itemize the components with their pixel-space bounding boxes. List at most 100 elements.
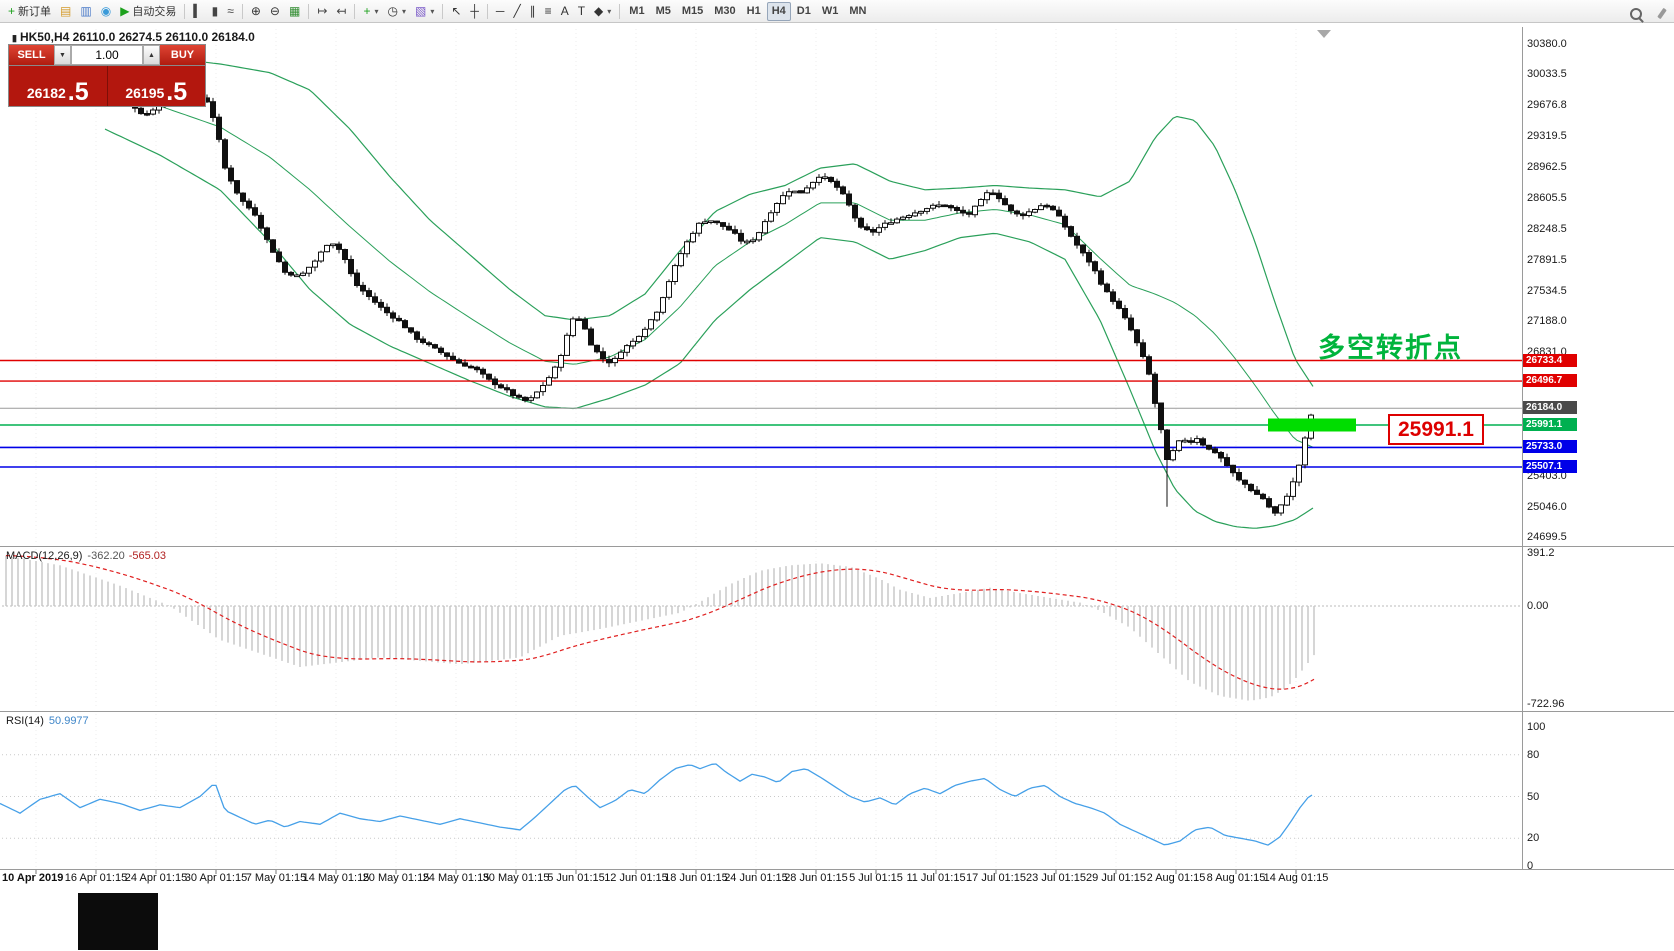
buy-price-display[interactable]: 26195 .5 <box>106 66 205 106</box>
rsi-value: 50.9977 <box>48 715 89 727</box>
price-tag-26184.0[interactable]: 26184.0 <box>1523 401 1577 414</box>
time-axis-label[interactable]: 2 Aug 01:15 <box>1146 872 1206 884</box>
bb-lower-band <box>104 128 1314 529</box>
trendline-tool-button[interactable]: ╱ <box>509 2 524 21</box>
periods-button[interactable]: ◷ ▾ <box>383 2 410 21</box>
fibonacci-tool-button[interactable]: ≡ <box>541 2 556 21</box>
crosshair-button-icon: ┼ <box>470 4 479 18</box>
time-axis-label[interactable]: 28 Jun 01:15 <box>784 872 848 884</box>
timeframe-m5-button-label: M5 <box>655 5 671 17</box>
price-tag-26496.7[interactable]: 26496.7 <box>1523 374 1577 387</box>
search-button[interactable] <box>1626 3 1646 24</box>
indicators-button[interactable]: + ▾ <box>359 2 382 21</box>
time-axis-label[interactable]: 20 May 01:15 <box>362 872 430 884</box>
time-axis-label[interactable]: 23 Jul 01:15 <box>1026 872 1086 884</box>
price-tag-26733.4[interactable]: 26733.4 <box>1523 354 1577 367</box>
zoom-out-button[interactable]: ⊖ <box>266 2 284 21</box>
price-tag-25991.1[interactable]: 25991.1 <box>1523 418 1577 431</box>
crosshair-button[interactable]: ┼ <box>466 2 483 21</box>
volume-increase-button[interactable]: ▲ <box>143 45 160 65</box>
time-axis-label[interactable]: 11 Jul 01:15 <box>906 872 966 884</box>
bar-chart-button[interactable]: ▍ <box>189 2 206 21</box>
time-axis-label[interactable]: 8 Aug 01:15 <box>1206 872 1266 884</box>
macd-axis-label: 391.2 <box>1527 547 1555 559</box>
channel-tool-button[interactable]: ∥ <box>526 2 540 21</box>
market-watch-button[interactable]: ▥ <box>76 2 95 21</box>
zoom-in-button[interactable]: ⊕ <box>247 2 265 21</box>
profiles-button[interactable]: ▤ <box>56 2 75 21</box>
navigator-button[interactable]: ◉ <box>97 2 115 21</box>
time-axis-label[interactable]: 24 May 01:15 <box>422 872 490 884</box>
indicators-button-caret[interactable]: ▾ <box>374 6 379 16</box>
shapes-tool-button-caret[interactable]: ▾ <box>607 6 612 16</box>
volume-input[interactable]: 1.00 <box>71 45 143 65</box>
hline-tool-button[interactable]: ─ <box>492 2 509 21</box>
toolbar-separator <box>241 3 243 19</box>
timeframe-m30-button-label: M30 <box>714 5 736 17</box>
price-axis-label: 29319.5 <box>1527 130 1567 142</box>
time-axis-label[interactable]: 10 Apr 2019 <box>2 872 64 884</box>
level-highlight-segment[interactable] <box>1268 418 1356 432</box>
periods-button-caret[interactable]: ▾ <box>401 6 406 16</box>
timeframe-d1-button[interactable]: D1 <box>792 2 816 21</box>
text-tool-button[interactable]: A <box>557 2 573 21</box>
buy-price-frac: .5 <box>166 78 188 106</box>
tile-windows-button[interactable]: ▦ <box>285 2 304 21</box>
timeframe-mn-button[interactable]: MN <box>844 2 871 21</box>
new-order-button[interactable]: + 新订单 <box>4 2 55 21</box>
autotrading-button[interactable]: ▶ 自动交易 <box>116 2 180 21</box>
autotrading-button-label: 自动交易 <box>132 6 177 18</box>
chart-canvas[interactable] <box>0 27 1674 951</box>
sell-button[interactable]: SELL <box>9 45 54 65</box>
buy-button[interactable]: BUY <box>160 45 205 65</box>
price-tag-25733.0[interactable]: 25733.0 <box>1523 440 1577 453</box>
time-axis-label[interactable]: 18 Jun 01:15 <box>664 872 728 884</box>
trade-prices-row: 26182 .5 26195 .5 <box>9 65 205 106</box>
time-axis-label[interactable]: 30 May 01:15 <box>482 872 550 884</box>
time-axis-label[interactable]: 24 Apr 01:15 <box>124 872 188 884</box>
label-tool-button[interactable]: T <box>574 2 589 21</box>
timeframe-m30-button[interactable]: M30 <box>709 2 740 21</box>
line-chart-button-icon: ≈ <box>227 4 234 18</box>
candlestick-chart-button[interactable]: ▮ <box>208 2 223 21</box>
time-axis-label[interactable]: 5 Jul 01:15 <box>849 872 903 884</box>
level-price-callout: 25991.1 <box>1388 414 1484 445</box>
time-axis-label[interactable]: 30 Apr 01:15 <box>184 872 248 884</box>
sell-price-display[interactable]: 26182 .5 <box>9 66 107 106</box>
price-axis-label: 25403.0 <box>1527 470 1567 482</box>
text-tool-button-icon: A <box>560 4 569 18</box>
timeframe-m15-button[interactable]: M15 <box>677 2 708 21</box>
trendline-tool-button-icon: ╱ <box>513 4 521 18</box>
chart-shift-button[interactable]: ↤ <box>332 2 350 21</box>
time-axis-label[interactable]: 7 May 01:15 <box>245 872 307 884</box>
time-axis-label[interactable]: 5 Jun 01:15 <box>547 872 605 884</box>
pin-button[interactable] <box>1656 3 1668 24</box>
time-axis-label[interactable]: 16 Apr 01:15 <box>64 872 128 884</box>
templates-button-caret[interactable]: ▾ <box>430 6 435 16</box>
timeframe-w1-button[interactable]: W1 <box>817 2 844 21</box>
time-axis-label[interactable]: 24 Jun 01:15 <box>724 872 788 884</box>
chart-shift-marker-icon[interactable] <box>1317 30 1331 38</box>
cursor-button[interactable]: ↖ <box>447 2 465 21</box>
timeframe-h1-button[interactable]: H1 <box>742 2 766 21</box>
time-axis-label[interactable]: 14 May 01:15 <box>302 872 370 884</box>
toolbar-separator <box>354 3 356 19</box>
timeframe-m1-button[interactable]: M1 <box>624 2 649 21</box>
time-axis-label[interactable]: 14 Aug 01:15 <box>1263 872 1329 884</box>
time-axis-label[interactable]: 17 Jul 01:15 <box>966 872 1026 884</box>
timeframe-w1-button-label: W1 <box>821 5 839 17</box>
bollinger-bands <box>104 54 1314 529</box>
price-tag-25507.1[interactable]: 25507.1 <box>1523 460 1577 473</box>
bb-middle-band <box>104 91 1314 448</box>
top-toolbar: + 新订单 ▤ ▥ ◉ ▶ 自动交易 ▍ ▮ ≈ ⊕ ⊖ ▦ ↦ ↤ + ▾ ◷ ▾ ▧ ▾ ↖ ┼ ─ ╱ ∥ ≡ A T ◆ ▾ M1 M5… <box>0 0 1674 23</box>
time-axis-label[interactable]: 12 Jun 01:15 <box>604 872 668 884</box>
time-axis-label[interactable]: 29 Jul 01:15 <box>1086 872 1146 884</box>
volume-decrease-button[interactable]: ▼ <box>54 45 71 65</box>
shapes-tool-button[interactable]: ◆ ▾ <box>590 2 615 21</box>
timeframe-h4-button[interactable]: H4 <box>766 1 791 21</box>
line-chart-button[interactable]: ≈ <box>223 2 238 21</box>
templates-button[interactable]: ▧ ▾ <box>411 2 438 21</box>
candles <box>102 87 1314 516</box>
timeframe-m5-button[interactable]: M5 <box>651 2 676 21</box>
auto-scroll-button[interactable]: ↦ <box>313 2 331 21</box>
